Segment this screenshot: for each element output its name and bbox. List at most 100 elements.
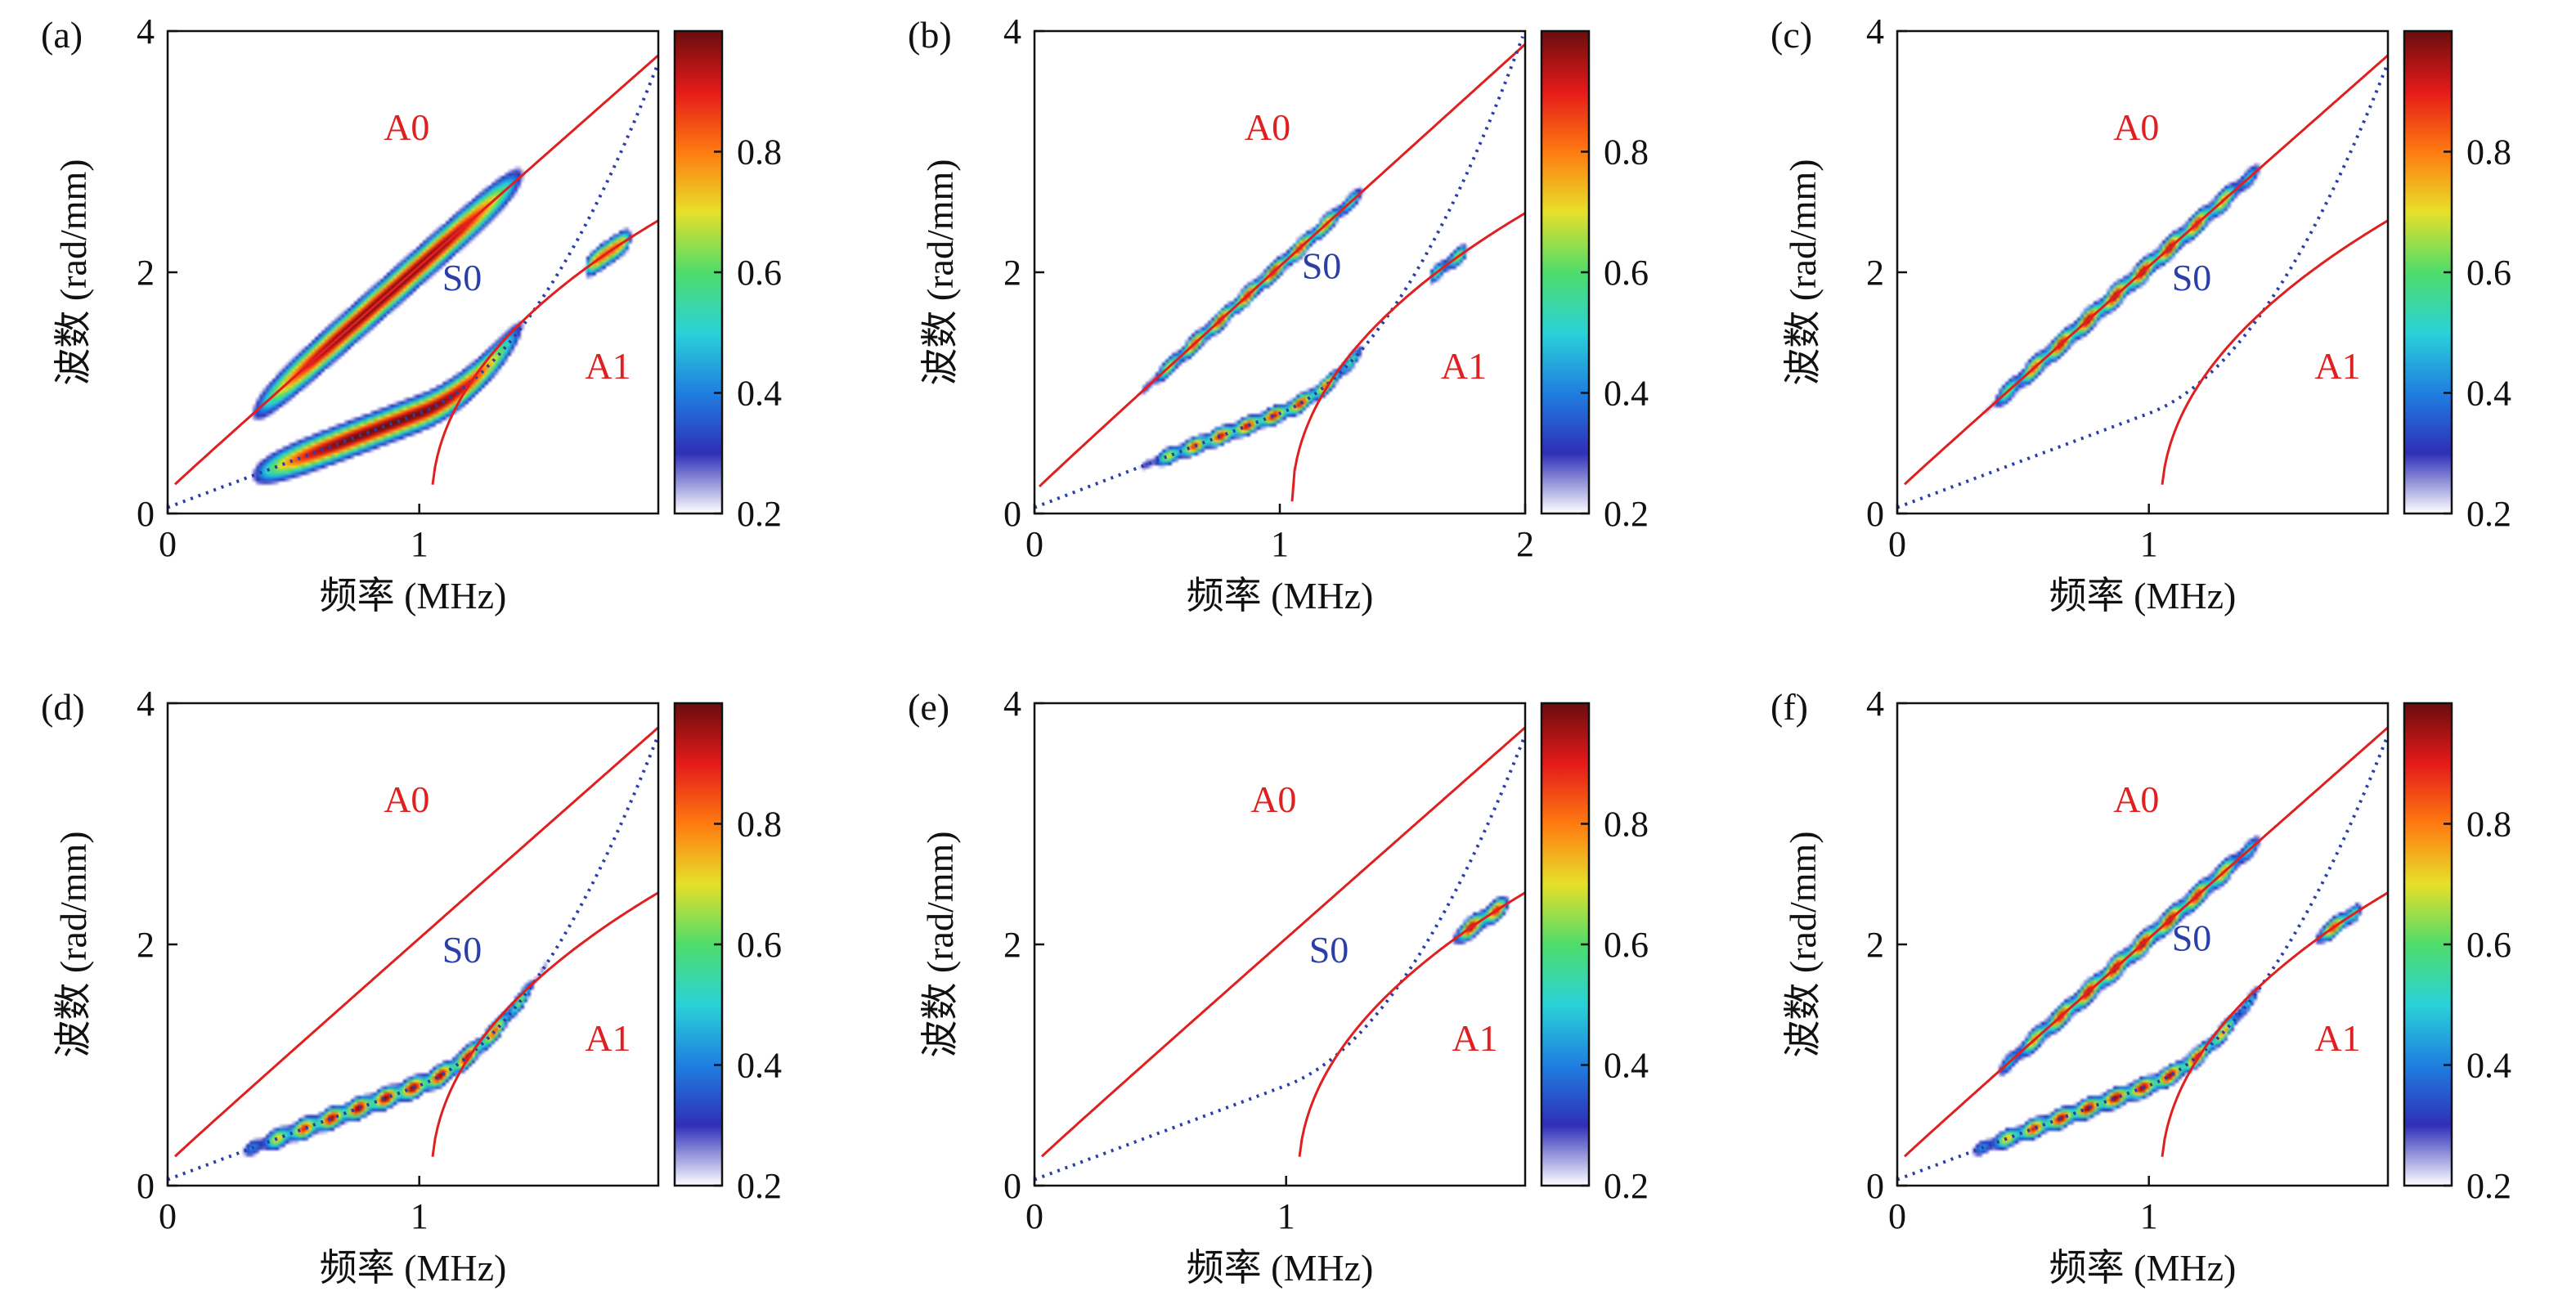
panel-d: 0 1 0 2 4 频率 (MHz) 波数 (rad/mm) (d) A0 S0 A1 0.2 0.4 0… (41, 684, 782, 1289)
panel-label: (c) (1770, 14, 1812, 56)
colorbar-tick-label: 0.6 (737, 253, 782, 293)
a1-curve (431, 219, 659, 485)
y-tick-label: 0 (137, 494, 155, 534)
colorbar-tick-label: 0.8 (737, 132, 782, 173)
s0-curve (1034, 734, 1527, 1182)
y-tick-label: 2 (137, 925, 155, 965)
y-axis-label: 波数 (rad/mm) (1782, 159, 1824, 385)
x-axis-label: 频率 (MHz) (320, 1247, 507, 1289)
panel-label: (b) (908, 14, 952, 56)
panel-e: 0 1 0 2 4 频率 (MHz) 波数 (rad/mm) (e) A0 S0 A1 0.2 0.4 0… (908, 684, 1649, 1289)
colorbar (1540, 29, 1591, 515)
y-axis-label: 波数 (rad/mm) (1782, 831, 1824, 1057)
colorbar-tick-label: 0.4 (2466, 1046, 2511, 1086)
curve-label-s0: S0 (442, 929, 482, 971)
a0-curve (1038, 43, 1527, 488)
curve-label-a0: A0 (2113, 778, 2159, 820)
panel-label: (a) (41, 14, 83, 56)
x-tick-label: 0 (1888, 1196, 1906, 1236)
y-axis-label: 波数 (rad/mm) (52, 831, 94, 1057)
colorbar-tick-label: 0.8 (2466, 805, 2511, 845)
x-axis-label: 频率 (MHz) (2049, 1247, 2237, 1289)
a0-curve (1903, 726, 2389, 1158)
curve-label-a0: A0 (2113, 106, 2159, 148)
colorbar-tick-label: 0.8 (1604, 805, 1649, 845)
colorbar-tick-label: 0.2 (2466, 1166, 2511, 1206)
heatmap-image (1034, 31, 1525, 513)
x-tick-label: 0 (159, 1196, 177, 1236)
colorbar-tick-label: 0.2 (1604, 494, 1649, 534)
x-axis-label: 频率 (MHz) (2049, 575, 2237, 617)
y-tick-label: 0 (1866, 494, 1884, 534)
panel-label: (d) (41, 686, 85, 728)
curve-label-a1: A1 (585, 345, 631, 387)
s0-curve (1896, 62, 2390, 509)
panel-f: 0 1 0 2 4 频率 (MHz) 波数 (rad/mm) (f) A0 S0 A1 0.2 0.4 0… (1770, 684, 2511, 1289)
panel-a: 0 1 0 2 4 频率 (MHz) 波数 (rad/mm) (a) A0 S0 A1 0.2 0.4 0… (41, 11, 782, 617)
y-axis-label: 波数 (rad/mm) (52, 159, 94, 385)
colorbar-tick-label: 0.6 (1604, 253, 1649, 293)
colorbar-tick-label: 0.4 (737, 374, 782, 414)
x-tick-label: 0 (1888, 524, 1906, 564)
colorbar-tick-label: 0.8 (1604, 132, 1649, 173)
colorbar-tick-label: 0.6 (2466, 925, 2511, 965)
s0-curve (1896, 734, 2390, 1182)
s0-curve (167, 62, 660, 509)
y-tick-label: 2 (137, 253, 155, 293)
y-tick-label: 0 (1003, 1166, 1021, 1206)
curve-label-a0: A0 (384, 106, 429, 148)
colorbar-tick-label: 0.8 (737, 805, 782, 845)
curve-label-s0: S0 (2172, 257, 2212, 298)
colorbar-tick-label: 0.4 (1604, 374, 1649, 414)
colorbar-tick-label: 0.2 (1604, 1166, 1649, 1206)
x-tick-label: 2 (1516, 524, 1534, 564)
panel-label: (f) (1770, 686, 1808, 728)
y-tick-label: 2 (1866, 925, 1884, 965)
a1-curve (431, 891, 659, 1157)
x-tick-label: 1 (411, 1196, 429, 1236)
curve-label-s0: S0 (442, 257, 482, 298)
colorbar-tick-label: 0.4 (1604, 1046, 1649, 1086)
a1-curve (1298, 891, 1526, 1157)
colorbar-tick-label: 0.4 (2466, 374, 2511, 414)
curve-label-s0: S0 (2172, 917, 2212, 958)
a0-curve (1040, 726, 1526, 1158)
colorbar-tick-label: 0.4 (737, 1046, 782, 1086)
colorbar-tick-label: 0.2 (2466, 494, 2511, 534)
a0-curve (173, 726, 659, 1158)
curve-label-a0: A0 (384, 778, 429, 820)
y-tick-label: 0 (1003, 494, 1021, 534)
curve-label-s0: S0 (1309, 929, 1349, 971)
x-axis-label: 频率 (MHz) (320, 575, 507, 617)
curve-label-a0: A0 (1245, 106, 1290, 148)
y-tick-label: 2 (1003, 253, 1021, 293)
panel-label: (e) (908, 686, 949, 728)
a0-curve (173, 54, 659, 486)
x-axis-label: 频率 (MHz) (1187, 575, 1374, 617)
curve-label-a1: A1 (1441, 345, 1487, 387)
curve-label-a1: A1 (585, 1017, 631, 1059)
y-tick-label: 0 (1866, 1166, 1884, 1206)
y-tick-label: 4 (1866, 684, 1884, 724)
colorbar-tick-label: 0.2 (737, 1166, 782, 1206)
colorbar-tick-label: 0.6 (1604, 925, 1649, 965)
a1-curve (2161, 219, 2389, 485)
colorbar-tick-label: 0.6 (737, 925, 782, 965)
y-axis-label: 波数 (rad/mm) (919, 831, 961, 1057)
colorbar-tick-label: 0.8 (2466, 132, 2511, 173)
colorbar-tick-label: 0.2 (737, 494, 782, 534)
panel-c: 0 1 0 2 4 频率 (MHz) 波数 (rad/mm) (c) A0 S0 A1 0.2 0.4 0… (1770, 11, 2511, 617)
x-tick-label: 1 (1271, 524, 1289, 564)
y-tick-label: 0 (137, 1166, 155, 1206)
a1-curve (2161, 891, 2389, 1157)
y-tick-label: 4 (137, 11, 155, 52)
curve-label-s0: S0 (1302, 244, 1342, 286)
curve-label-a0: A0 (1250, 778, 1296, 820)
y-axis-label: 波数 (rad/mm) (919, 159, 961, 385)
y-tick-label: 4 (137, 684, 155, 724)
x-tick-label: 1 (2140, 1196, 2158, 1236)
x-axis-label: 频率 (MHz) (1187, 1247, 1374, 1289)
x-tick-label: 1 (411, 524, 429, 564)
a0-curve (1903, 54, 2389, 486)
